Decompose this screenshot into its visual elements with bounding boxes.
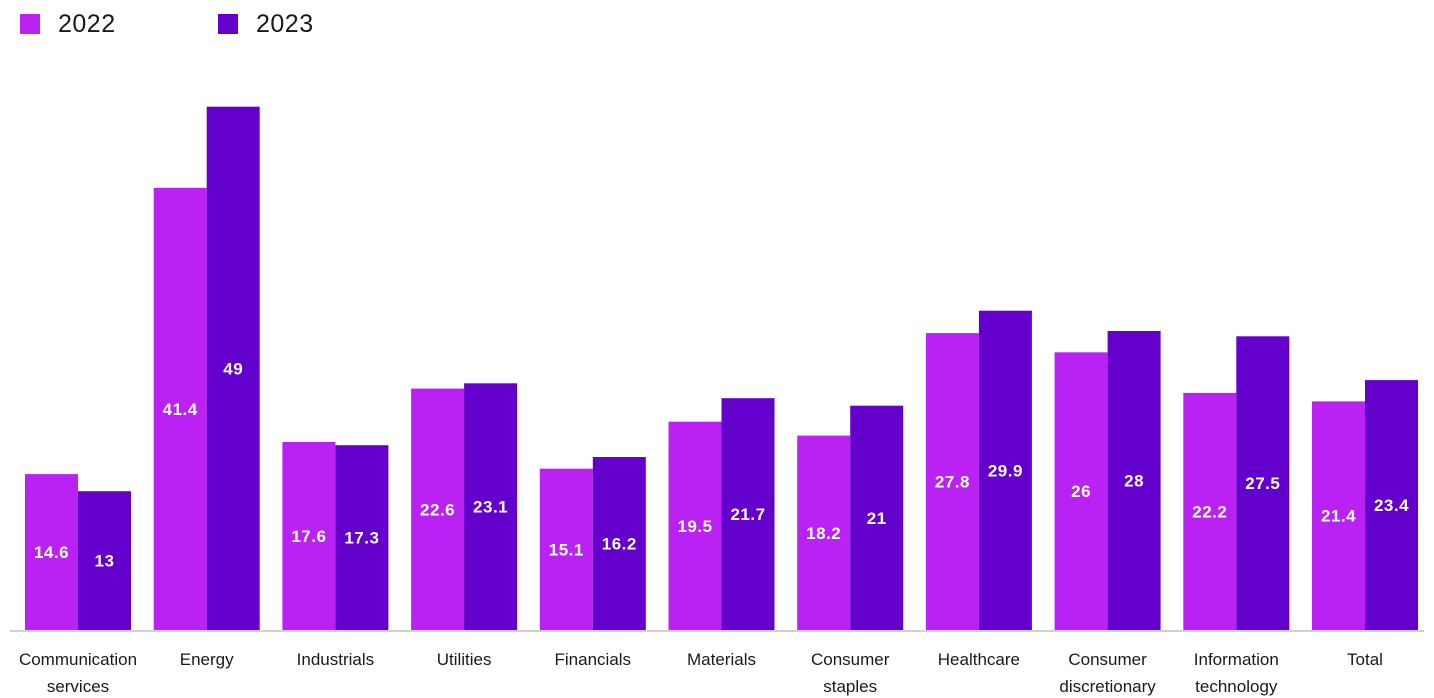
category-label-consumer-staples: Consumer staples (811, 650, 890, 696)
category-label-materials: Materials (687, 650, 756, 669)
bar-value-label-2023-total: 23.4 (1374, 496, 1409, 515)
bar-2023-utilities (464, 383, 518, 630)
bar-2023-consumer-discretionary (1107, 331, 1161, 630)
bar-2022-industrials (282, 442, 336, 630)
bar-2022-utilities (411, 388, 465, 630)
bar-2023-communication-services (78, 491, 131, 630)
bar-value-label-2023-utilities: 23.1 (473, 498, 508, 517)
bar-2022-communication-services (25, 474, 78, 630)
legend-item-2022: 2022 (20, 10, 218, 39)
bar-2022-information-technology (1183, 392, 1237, 630)
category-label-utilities: Utilities (437, 650, 492, 669)
bar-value-label-2022-utilities: 22.6 (420, 500, 455, 519)
bar-value-label-2022-consumer-staples: 18.2 (806, 524, 841, 543)
bar-value-label-2022-healthcare: 27.8 (935, 473, 970, 492)
bar-value-label-2022-total: 21.4 (1321, 507, 1356, 526)
legend-label-2022: 2022 (58, 9, 116, 38)
bar-value-label-2023-industrials: 17.3 (344, 529, 379, 548)
bar-value-label-2023-consumer-staples: 21 (867, 509, 887, 528)
bar-value-label-2023-healthcare: 29.9 (988, 461, 1023, 480)
category-label-energy: Energy (180, 650, 234, 669)
bar-labels-group: 14.6 13 41.4 49 17.6 17.3 22.6 23.1 15.1 16.2 19.5… (34, 359, 1409, 570)
bar-2022-financials (539, 468, 593, 630)
bar-value-label-2022-communication-services: 14.6 (34, 543, 69, 562)
category-label-communication-services: Communication services (19, 650, 137, 696)
bar-2023-information-technology (1236, 336, 1290, 630)
bar-value-label-2023-energy: 49 (223, 359, 243, 378)
bar-2022-consumer-discretionary (1054, 352, 1108, 630)
bar-value-label-2023-materials: 21.7 (730, 505, 765, 524)
chart-legend: 2022 2023 (20, 6, 314, 42)
category-label-healthcare: Healthcare (938, 650, 1020, 669)
bar-value-label-2022-materials: 19.5 (677, 517, 712, 536)
category-label-consumer-discretionary: Consumer discretionary (1059, 650, 1156, 696)
bar-value-label-2023-consumer-discretionary: 28 (1124, 472, 1144, 491)
bar-2022-healthcare (925, 333, 979, 630)
bars-group (25, 106, 1418, 631)
legend-label-2023: 2023 (256, 9, 314, 38)
bar-2022-materials (668, 421, 722, 630)
bar-value-label-2023-financials: 16.2 (602, 535, 637, 554)
bar-2023-healthcare (978, 310, 1032, 630)
bar-2023-consumer-staples (850, 405, 904, 630)
bar-2023-materials (721, 398, 775, 630)
bar-value-label-2022-industrials: 17.6 (291, 527, 326, 546)
bar-2022-energy (153, 187, 207, 631)
category-label-information-technology: Information technology (1194, 650, 1279, 696)
bar-2023-total (1365, 380, 1418, 630)
bar-2023-energy (206, 106, 260, 630)
bar-value-label-2023-information-technology: 27.5 (1245, 474, 1280, 493)
category-label-financials: Financials (555, 650, 632, 669)
category-label-total: Total (1347, 650, 1383, 669)
category-labels-group: Communication services Energy Industrials Ut… (19, 650, 1383, 696)
bar-value-label-2023-communication-services: 13 (95, 552, 115, 571)
bar-2023-industrials (335, 445, 389, 630)
bar-2023-financials (592, 457, 646, 630)
bar-value-label-2022-information-technology: 22.2 (1192, 503, 1227, 522)
bar-value-label-2022-consumer-discretionary: 26 (1071, 482, 1091, 501)
legend-swatch-2022 (20, 14, 40, 34)
legend-swatch-2023 (218, 14, 238, 34)
bar-value-label-2022-energy: 41.4 (163, 400, 198, 419)
legend-item-2023: 2023 (218, 10, 314, 39)
category-label-industrials: Industrials (297, 650, 374, 669)
bar-2022-consumer-staples (797, 435, 851, 630)
bar-value-label-2022-financials: 15.1 (549, 540, 584, 559)
bar-2022-total (1312, 401, 1365, 630)
